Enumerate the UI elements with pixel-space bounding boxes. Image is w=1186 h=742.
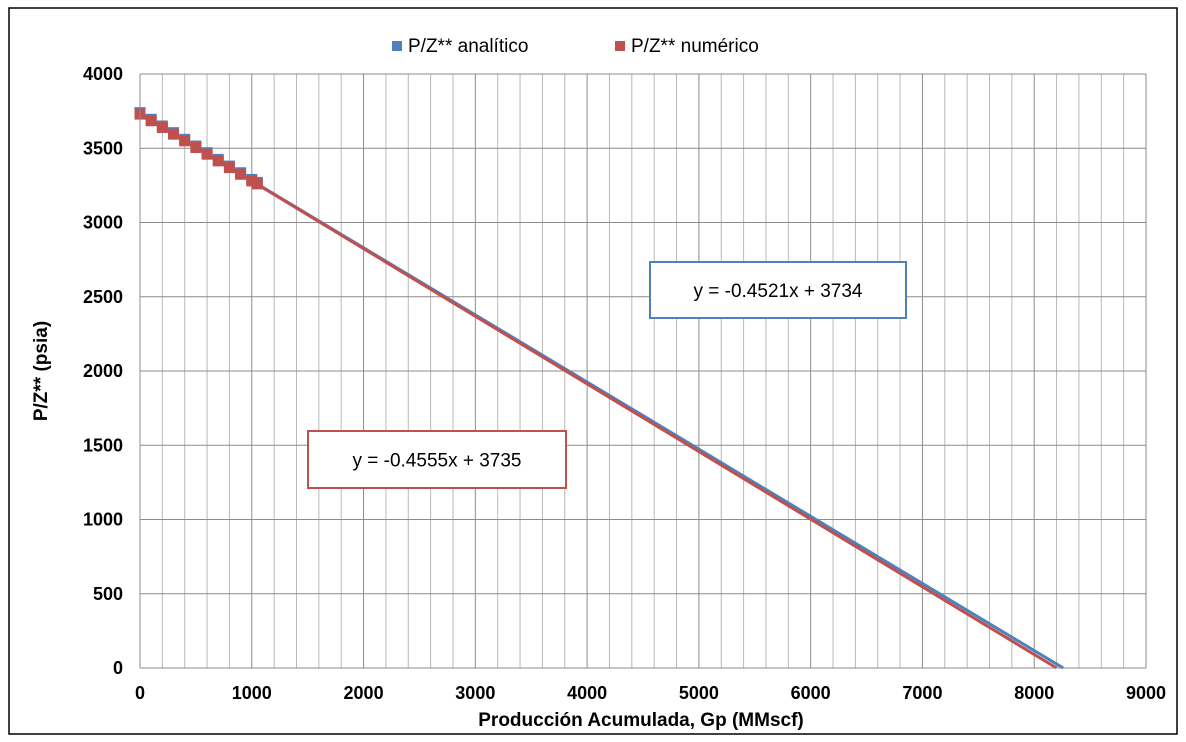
x-tick-label: 8000 [1014, 683, 1054, 703]
x-tick-label: 7000 [902, 683, 942, 703]
data-point-series-1 [223, 162, 235, 174]
data-point-series-1 [168, 128, 180, 140]
y-axis-title: P/Z** (psia) [31, 321, 52, 421]
x-tick-label: 0 [135, 683, 145, 703]
y-tick-label: 1000 [83, 510, 123, 530]
legend-swatch-series-0 [392, 41, 402, 51]
data-point-series-1 [179, 135, 191, 147]
x-tick-label: 5000 [679, 683, 719, 703]
data-point-series-1 [235, 168, 247, 180]
data-point-series-1 [156, 121, 168, 133]
trendline-series-1 [139, 112, 1058, 670]
data-point-series-1 [190, 142, 202, 154]
x-axis-title: Producción Acumulada, Gp (MMscf) [478, 710, 804, 731]
equation-box-series-1 [307, 430, 567, 489]
x-tick-label: 9000 [1126, 683, 1166, 703]
x-tick-label: 2000 [344, 683, 384, 703]
equation-label-series-1: y = -0.4555x + 3735 [352, 451, 521, 472]
x-tick-label: 1000 [232, 683, 272, 703]
y-tick-label: 4000 [83, 64, 123, 84]
y-tick-label: 3000 [83, 213, 123, 233]
y-tick-label: 0 [113, 658, 123, 678]
y-tick-label: 2000 [83, 361, 123, 381]
equation-box-series-0 [649, 261, 907, 319]
y-tick-label: 3500 [83, 138, 123, 158]
legend-label-series-0: P/Z** analítico [408, 36, 528, 57]
legend-swatch-series-1 [615, 41, 625, 51]
x-tick-label: 6000 [791, 683, 831, 703]
y-tick-label: 2500 [83, 287, 123, 307]
equation-label-series-0: y = -0.4521x + 3734 [693, 281, 862, 302]
y-tick-label: 1500 [83, 435, 123, 455]
x-tick-label: 4000 [567, 683, 607, 703]
data-point-series-1 [212, 155, 224, 167]
data-point-series-1 [145, 115, 157, 127]
x-tick-label: 3000 [455, 683, 495, 703]
legend-label-series-1: P/Z** numérico [631, 36, 759, 57]
data-point-series-1 [251, 178, 263, 190]
y-tick-label: 500 [93, 584, 123, 604]
data-point-series-1 [201, 148, 213, 160]
